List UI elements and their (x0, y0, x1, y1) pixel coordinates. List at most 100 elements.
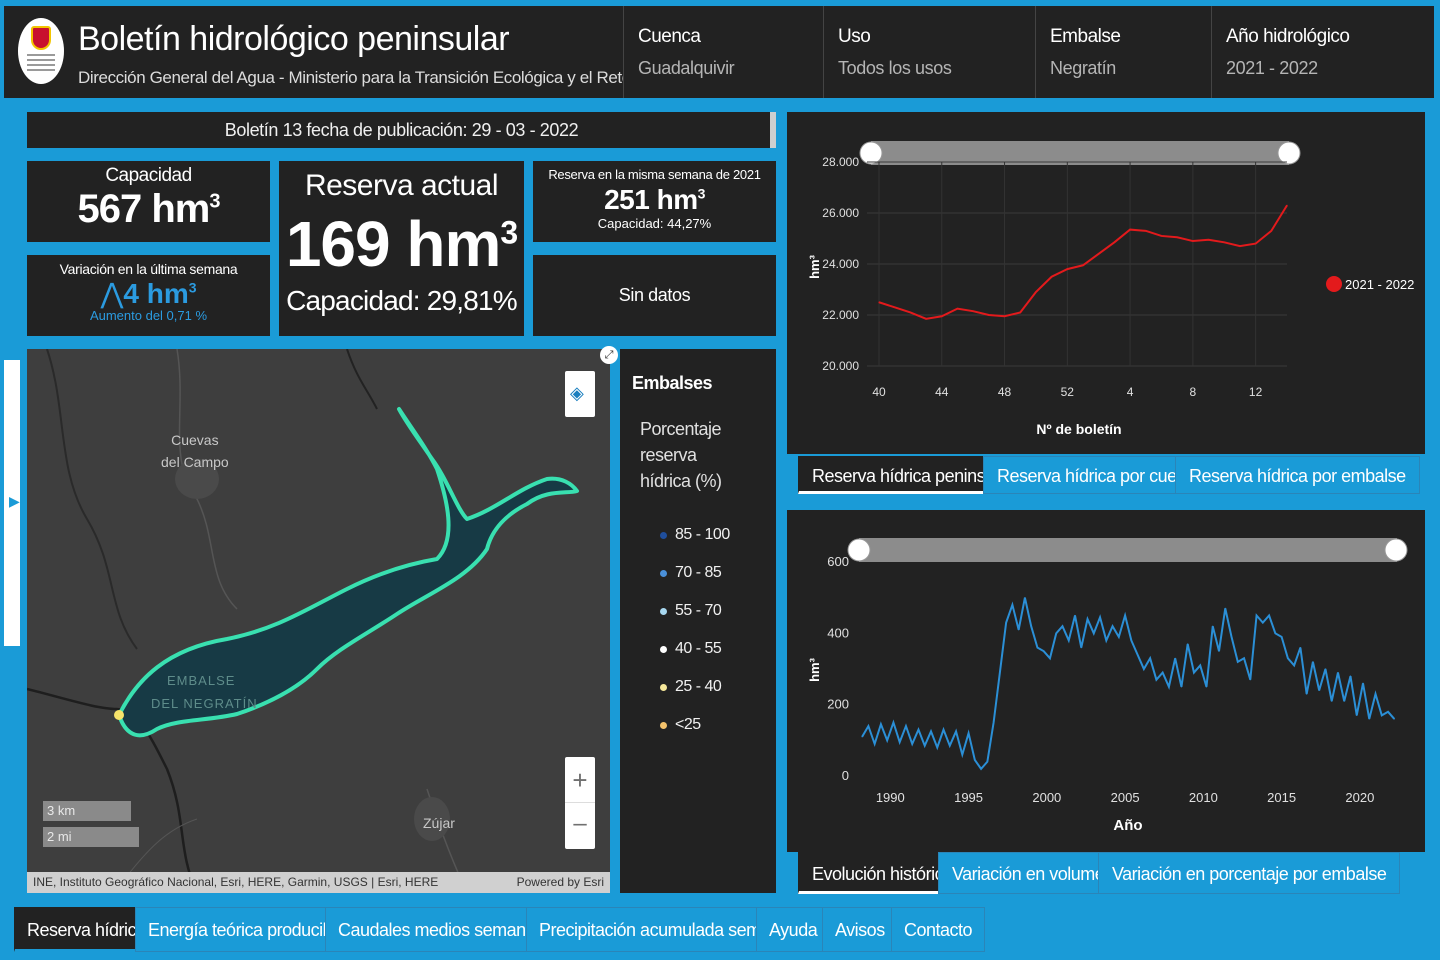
nav-reserva-hidrica[interactable]: Reserva hídrica (14, 907, 159, 952)
zoom-controls: + – (565, 757, 595, 849)
legend-swatch (660, 683, 667, 691)
reservoir-label: EMBALSE DEL NEGRATÍN (151, 673, 258, 711)
data-point (1306, 693, 1308, 695)
data-point (972, 310, 974, 312)
same-week-value: 251 hm3 (604, 184, 705, 215)
tab-variacion-porcentaje[interactable]: Variación en porcentaje por embalse (1098, 852, 1401, 894)
x-tick-label: 2015 (1267, 790, 1296, 805)
nav-energia[interactable]: Energía teórica producible (135, 907, 359, 952)
data-point (1381, 714, 1383, 716)
data-point (1274, 632, 1276, 634)
bulletin-label: Boletín 13 fecha de publicación: (224, 120, 468, 140)
legend-item: 25 - 40 (660, 668, 764, 706)
data-point (899, 741, 901, 743)
filter-anio-hidrologico[interactable]: Año hidrológico 2021 - 2022 (1211, 6, 1434, 98)
layers-button[interactable]: ◈ (565, 371, 595, 417)
zoom-out-button[interactable]: – (573, 810, 587, 837)
data-point (1051, 276, 1053, 278)
data-point (1393, 718, 1395, 720)
filter-value: Negratín (1050, 58, 1116, 78)
data-point (988, 314, 990, 316)
data-point (1149, 657, 1151, 659)
data-point (956, 308, 959, 310)
x-tick-label: 4 (1127, 385, 1134, 399)
data-point (1268, 614, 1270, 617)
tab-reserva-embalse[interactable]: Reserva hídrica por embalse (1175, 456, 1420, 494)
data-point (1324, 668, 1327, 670)
legend-item: 85 - 100 (660, 516, 764, 554)
scale-bar-mi: 2 mi (43, 827, 139, 847)
x-axis-label: Año (1113, 817, 1142, 834)
data-point (917, 729, 920, 731)
legend-item: 40 - 55 (660, 630, 764, 668)
expand-icon[interactable]: ⤢ (600, 346, 618, 364)
data-point (999, 671, 1001, 674)
x-tick-label: 44 (935, 385, 949, 399)
data-point (1035, 291, 1037, 293)
filter-uso[interactable]: Uso Todos los usos (823, 6, 1035, 98)
data-point (1174, 657, 1176, 659)
data-point (1003, 315, 1006, 317)
data-point (880, 723, 882, 725)
legend-swatch (660, 645, 667, 653)
data-point (892, 721, 895, 724)
nav-caudales[interactable]: Caudales medios semanales (325, 907, 570, 952)
data-point (967, 732, 970, 734)
powered-by-esri[interactable]: Powered by Esri (516, 875, 604, 889)
data-point (955, 730, 957, 733)
y-tick-label: 400 (827, 625, 849, 640)
data-point (1299, 647, 1301, 649)
data-point (1099, 616, 1101, 618)
data-point (1043, 650, 1045, 652)
filter-embalse[interactable]: Embalse Negratín (1035, 6, 1211, 98)
data-point (1356, 714, 1358, 716)
legend-swatch (1326, 276, 1342, 292)
data-point (1082, 264, 1084, 266)
data-point (1287, 657, 1289, 659)
x-tick-label: 2000 (1032, 790, 1061, 805)
side-panel-toggle[interactable]: ▶ (4, 360, 20, 646)
x-axis-label: Nº de boletín (1036, 421, 1121, 437)
data-point (1030, 625, 1032, 627)
same-week-card: Reserva en la misma semana de 2021 251 h… (533, 161, 776, 242)
data-point (1337, 671, 1339, 674)
x-tick-label: 1995 (954, 790, 983, 805)
data-point (1293, 664, 1295, 667)
data-point (894, 306, 896, 308)
data-point (1124, 614, 1126, 617)
bulletin-date: 29 - 03 - 2022 (471, 120, 579, 140)
data-point (1218, 650, 1220, 652)
data-point (911, 743, 913, 745)
data-point (1368, 718, 1370, 720)
map-attribution[interactable]: INE, Instituto Geográfico Nacional, Esri… (33, 875, 439, 889)
legend-subtitle: Porcentaje reserva hídrica (%) (640, 419, 722, 491)
data-point (1105, 639, 1107, 642)
zoom-in-button[interactable]: + (565, 757, 595, 803)
logo-caption-lines (27, 54, 55, 56)
current-reserve-label: Reserva actual (304, 169, 499, 202)
data-point (1387, 711, 1389, 713)
series-line-historical (861, 597, 1396, 771)
capacity-value: 567 hm3 (77, 187, 221, 231)
nav-ayuda[interactable]: Ayuda (756, 907, 831, 952)
scrollbar-thumb[interactable] (770, 112, 776, 148)
data-point (1061, 625, 1064, 627)
range-slider-track (859, 538, 1397, 562)
nav-contacto[interactable]: Contacto (891, 907, 986, 952)
data-point (924, 745, 926, 747)
y-tick-label: 24.000 (822, 257, 859, 271)
x-tick-label: 2005 (1111, 790, 1140, 805)
data-point (1049, 657, 1051, 659)
historical-plot: 0 200 400 600 1990 1995 2000 2005 2010 2015 2020 Añ… (807, 538, 1408, 834)
data-point (1093, 632, 1095, 634)
range-slider-handle (859, 141, 883, 165)
data-point (1086, 618, 1089, 620)
reservoir-map[interactable]: Cuevas del Campo Zújar EMBALSE DEL NEGRATÍ… (27, 349, 610, 893)
capacity-card: Capacidad 567 hm3 (27, 161, 270, 242)
data-point (993, 721, 995, 724)
filter-cuenca[interactable]: Cuenca Guadalquivir (623, 6, 823, 98)
data-point (1223, 241, 1225, 243)
nav-avisos[interactable]: Avisos (822, 907, 898, 952)
map-place-label: Cuevas del Campo (161, 432, 229, 470)
